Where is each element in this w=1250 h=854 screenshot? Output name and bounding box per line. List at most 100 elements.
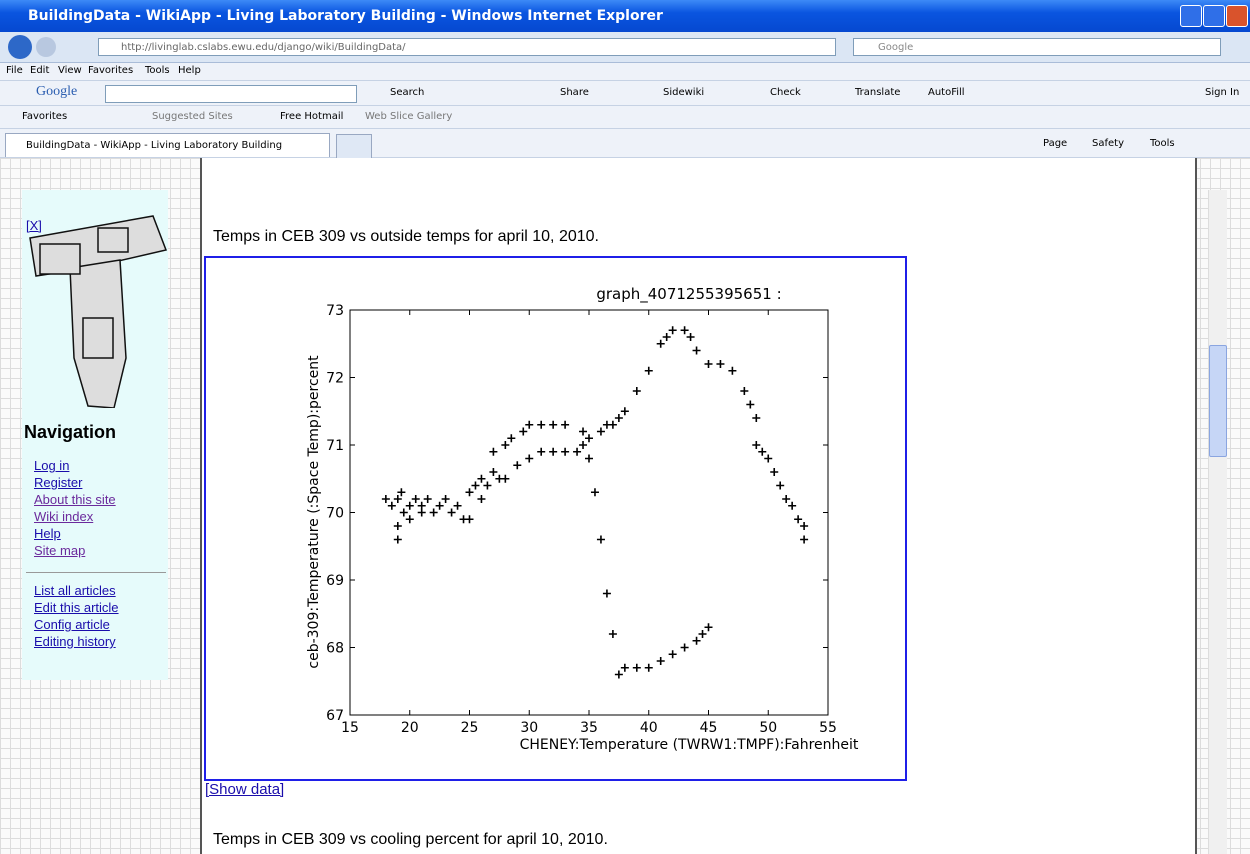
- y-tick-label: 67: [326, 708, 344, 724]
- data-point: [615, 414, 623, 422]
- menu-item[interactable]: Tools: [145, 65, 170, 76]
- toolbar-button[interactable]: Sign In: [1205, 87, 1239, 98]
- window-title: BuildingData - WikiApp - Living Laborato…: [28, 8, 663, 24]
- toolbar-button[interactable]: Search: [390, 87, 424, 98]
- nav-link[interactable]: Config article: [34, 617, 110, 632]
- data-point: [681, 326, 689, 334]
- favorites-bar: Favorites Suggested Sites Free Hotmail W…: [0, 106, 1250, 129]
- data-point: [412, 495, 420, 503]
- data-point: [758, 448, 766, 456]
- google-search-field[interactable]: [105, 85, 357, 103]
- data-point: [561, 448, 569, 456]
- data-point: [579, 441, 587, 449]
- data-point: [430, 509, 438, 517]
- menu-bar: File Edit View Favorites Tools Help: [0, 63, 1250, 81]
- search-field[interactable]: Google: [853, 38, 1221, 56]
- forward-button[interactable]: [36, 37, 56, 57]
- data-point: [477, 495, 485, 503]
- minimize-button[interactable]: [1180, 5, 1202, 27]
- scroll-thumb[interactable]: [1209, 345, 1227, 457]
- command-button[interactable]: Page: [1043, 138, 1067, 149]
- data-point: [699, 630, 707, 638]
- data-point: [513, 461, 521, 469]
- show-data-link[interactable]: [Show data]: [205, 781, 284, 798]
- y-axis-label: ceb-309:Temperature (:Space Temp):percen…: [306, 355, 322, 669]
- toolbar-button[interactable]: Share: [560, 87, 589, 98]
- data-point: [382, 495, 390, 503]
- y-tick-label: 73: [326, 303, 344, 319]
- menu-item[interactable]: Favorites: [88, 65, 133, 76]
- close-button[interactable]: [1226, 5, 1248, 27]
- toolbar-button[interactable]: Translate: [855, 87, 900, 98]
- toolbar-button[interactable]: Check: [770, 87, 801, 98]
- browser-tab[interactable]: BuildingData - WikiApp - Living Laborato…: [5, 133, 330, 157]
- data-point: [645, 664, 653, 672]
- toolbar-button[interactable]: AutoFill: [928, 87, 965, 98]
- separator: [26, 572, 166, 573]
- data-point: [489, 468, 497, 476]
- data-point: [471, 482, 479, 490]
- data-point: [633, 387, 641, 395]
- menu-item[interactable]: File: [6, 65, 23, 76]
- command-button[interactable]: Tools: [1150, 138, 1175, 149]
- data-point: [537, 421, 545, 429]
- favorite-link[interactable]: Free Hotmail: [280, 111, 343, 122]
- data-point: [633, 664, 641, 672]
- data-point: [693, 637, 701, 645]
- data-point: [448, 509, 456, 517]
- y-tick-label: 69: [326, 573, 344, 589]
- nav-link[interactable]: List all articles: [34, 583, 116, 598]
- data-point: [800, 522, 808, 530]
- favorite-link[interactable]: Suggested Sites: [152, 111, 233, 122]
- data-point: [609, 421, 617, 429]
- nav-link[interactable]: Log in: [34, 458, 69, 473]
- scrollbar[interactable]: [1208, 190, 1227, 854]
- y-tick-label: 72: [326, 371, 344, 387]
- data-point: [794, 515, 802, 523]
- back-button[interactable]: [8, 35, 32, 59]
- data-point: [406, 502, 414, 510]
- data-point: [597, 428, 605, 436]
- menu-item[interactable]: Edit: [30, 65, 49, 76]
- data-point: [621, 664, 629, 672]
- x-tick-label: 50: [759, 720, 777, 736]
- address-field[interactable]: http://livinglab.cslabs.ewu.edu/django/w…: [98, 38, 836, 56]
- data-point: [537, 448, 545, 456]
- favorites-button[interactable]: Favorites: [22, 111, 67, 122]
- data-point: [669, 650, 677, 658]
- x-axis-label: CHENEY:Temperature (TWRW1:TMPF):Fahrenhe…: [520, 737, 859, 753]
- nav-link[interactable]: Wiki index: [34, 509, 93, 524]
- data-point: [442, 495, 450, 503]
- data-point: [740, 387, 748, 395]
- nav-link[interactable]: Register: [34, 475, 82, 490]
- data-point: [489, 448, 497, 456]
- data-point: [770, 468, 778, 476]
- maximize-button[interactable]: [1203, 5, 1225, 27]
- nav-link[interactable]: Editing history: [34, 634, 116, 649]
- data-point: [609, 630, 617, 638]
- favorite-link[interactable]: Web Slice Gallery: [365, 111, 452, 122]
- y-tick-label: 71: [326, 438, 344, 454]
- data-point: [669, 326, 677, 334]
- data-point: [782, 495, 790, 503]
- menu-item[interactable]: View: [58, 65, 82, 76]
- nav-link[interactable]: About this site: [34, 492, 116, 507]
- toolbar-button[interactable]: Sidewiki: [663, 87, 704, 98]
- data-point: [752, 414, 760, 422]
- data-point: [501, 441, 509, 449]
- menu-item[interactable]: Help: [178, 65, 201, 76]
- data-point: [657, 657, 665, 665]
- new-tab[interactable]: [336, 134, 372, 159]
- sidebar: [X] Navigation Log in Register About thi…: [22, 190, 168, 680]
- nav-link[interactable]: Help: [34, 526, 61, 541]
- nav-link[interactable]: Edit this article: [34, 600, 119, 615]
- data-point: [663, 333, 671, 341]
- data-point: [454, 502, 462, 510]
- x-tick-label: 55: [819, 720, 837, 736]
- x-tick-label: 45: [700, 720, 718, 736]
- nav-link[interactable]: Site map: [34, 543, 85, 558]
- command-button[interactable]: Safety: [1092, 138, 1124, 149]
- data-point: [418, 509, 426, 517]
- data-point: [477, 475, 485, 483]
- data-point: [466, 515, 474, 523]
